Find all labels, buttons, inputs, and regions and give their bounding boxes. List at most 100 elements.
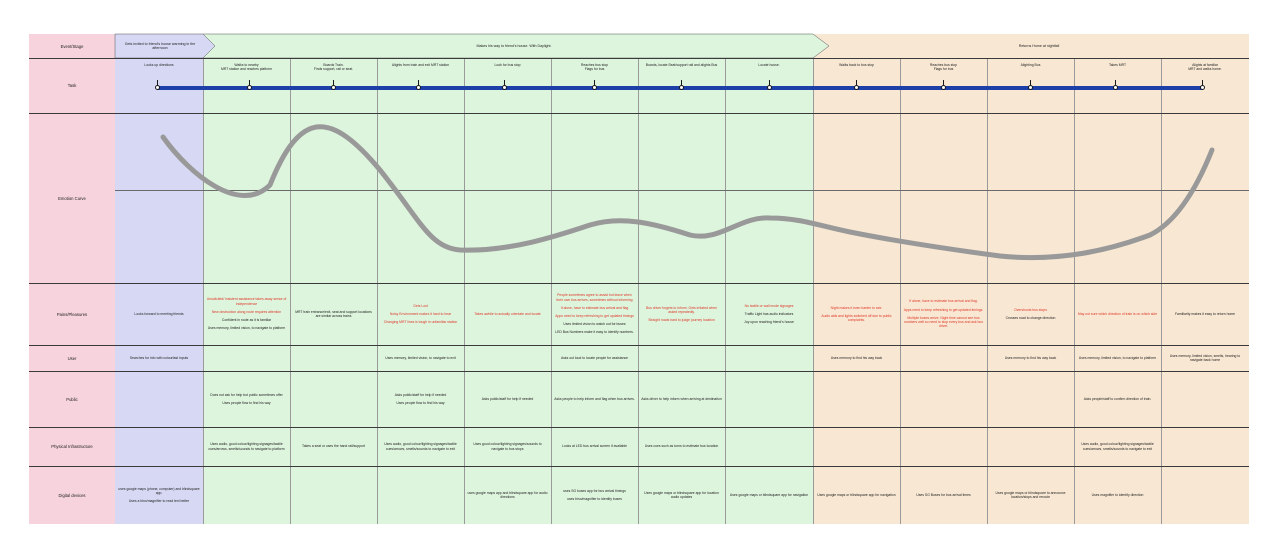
user-item: Uses memory to find his way back — [830, 355, 883, 360]
digital-item: Uses google maps or blindsquare app for … — [817, 492, 896, 497]
pain-pleasure-item: Unsolicited/ insistent assistance takes … — [206, 297, 287, 306]
user-cell: Asks out loud to locate people for assis… — [551, 345, 638, 371]
physical-item: Uses audio, good colour/lighting signage… — [384, 442, 457, 451]
daylight-phase-area — [203, 34, 813, 524]
pains-cell: Gets Lost Noisy Environment makes it hard… — [377, 283, 464, 345]
public-cell: Does not ask for help but public sometim… — [203, 371, 290, 427]
pain-pleasure-item: Joy upon reaching friend's house — [744, 320, 794, 325]
user-item: Uses memory, limited vision, to navigate… — [1078, 355, 1157, 360]
pain-pleasure-item: Traffic Light has audio indicators — [744, 311, 794, 316]
pain-pleasure-item: MRT train entrance/exit, seat and suppor… — [295, 309, 372, 318]
public-item: Asks people/staff to confirm direction o… — [1083, 396, 1152, 401]
task-label: Looks up directions — [144, 63, 174, 67]
physical-cell: Takes a seat or uses the hand rail/suppo… — [290, 427, 377, 466]
column-divider — [203, 58, 204, 524]
timeline-node — [679, 85, 684, 90]
digital-cell: uses google maps app and blindsquare app… — [464, 466, 551, 524]
pains-cell: MRT train entrance/exit, seat and suppor… — [290, 283, 377, 345]
task-label: Boards Train. — [323, 63, 344, 67]
column-divider — [377, 58, 378, 524]
event-invite: Gets invited to friend's house warming i… — [124, 42, 196, 50]
pain-pleasure-item: May not sure which direction of train is… — [1077, 311, 1158, 316]
timeline-node — [155, 85, 160, 90]
pain-pleasure-item: Uses memory, limited vision, to navigate… — [207, 326, 286, 331]
user-cell: Uses memory, limited vision, to navigate… — [377, 345, 464, 371]
timeline-tick — [769, 80, 770, 85]
digital-cell: Uses google maps or blindsquare to annou… — [987, 466, 1074, 524]
pains-cell: Familiarity makes it easy to return home — [1161, 283, 1249, 345]
digital-cell: Uses google maps or blindsquare app for … — [725, 466, 813, 524]
timeline-node — [854, 85, 859, 90]
pain-pleasure-item: Takes awhile to actually orientate and l… — [474, 311, 541, 316]
task-label: Locate house. — [758, 63, 780, 67]
user-item: Uses memory, limited vision, to navigate… — [385, 355, 456, 360]
physical-item: Looks at LED bus arrival screen if avail… — [561, 444, 628, 449]
public-item: Asks public/staff for help if needed — [394, 392, 447, 397]
timeline-node — [767, 85, 772, 90]
physical-item: Uses audio, good colour/lighting signage… — [1081, 442, 1154, 451]
pain-pleasure-item: If alone, have to estimate bus arrival a… — [909, 299, 978, 304]
physical-cell: Uses audio, good colour/lighting signage… — [203, 427, 290, 466]
digital-cell: uses google maps (phone, computer) and b… — [115, 466, 203, 524]
pains-cell: No tactile or wall mode signages Traffic … — [725, 283, 813, 345]
timeline-node — [247, 85, 252, 90]
task-label: MRT station and reaches platform — [221, 67, 272, 72]
task-label: Flags for bus — [933, 67, 954, 72]
task-cell: Reaches bus stop Flags for bus — [551, 63, 638, 71]
task-cell: Alights at familiar MRT and walks home. — [1161, 63, 1249, 71]
task-cell: Boards, locate Seat/support rail and ali… — [638, 63, 725, 67]
task-cell: Boards Train. Finds support, rail or seat… — [290, 63, 377, 71]
row-separator — [29, 113, 1249, 114]
row-label-physical: Physical Infrastructure — [51, 444, 93, 449]
physical-cell: Looks at LED bus arrival screen if avail… — [551, 427, 638, 466]
digital-item: Uses google maps or blindsquare app for … — [729, 492, 809, 497]
task-label: Boards, locate Seat/support rail and ali… — [645, 63, 718, 67]
public-item: Asks driver to help inform when arriving… — [641, 396, 722, 401]
user-item: Uses memory, limited vision, smells, hea… — [1169, 353, 1241, 362]
row-label-digital: Digital devices — [58, 492, 86, 498]
physical-item: Uses audio, good colour/lighting signage… — [208, 442, 285, 451]
task-label: Walks to nearby — [234, 63, 259, 67]
pain-pleasure-item: People sometimes agree to assist but lea… — [556, 293, 633, 302]
user-item: Searches for info with colourfast inputs — [129, 355, 189, 360]
user-item: Asks out loud to locate people for assis… — [560, 355, 629, 360]
task-label: Reaches bus stop — [929, 63, 958, 67]
task-label: Alighting Bus — [1020, 63, 1041, 67]
public-item: Uses people flow to find his way — [222, 401, 271, 405]
pain-pleasure-item: Uses limited vision to watch out for bus… — [563, 322, 626, 327]
task-cell: Reaches bus stop Flags for bus — [900, 63, 987, 71]
pain-pleasure-item: Crosses road to change direction — [1005, 316, 1056, 320]
digital-item: Uses google maps or blindsquare app for … — [644, 490, 719, 499]
pain-pleasure-item: Apps need to keep refreshing to get upda… — [903, 307, 984, 312]
task-cell: Locate house. — [725, 63, 813, 67]
pains-cell: Unsolicited/ insistent assistance takes … — [203, 283, 290, 345]
timeline-tick — [1030, 80, 1031, 85]
pain-pleasure-item: Gets Lost — [413, 303, 428, 308]
timeline-node — [502, 85, 507, 90]
pain-pleasure-item: Apps need to keep refreshing to get upda… — [555, 314, 634, 318]
task-cell: Alights from train and exit MRT station — [377, 63, 464, 67]
timeline-tick — [418, 80, 419, 85]
physical-cell: Uses cues such as turns to estimate bus … — [638, 427, 725, 466]
physical-cell: Uses audio, good colour/lighting signage… — [1074, 427, 1161, 466]
row-label-user: User — [67, 355, 77, 361]
event-daylight: Makes his way to friend's house. With Da… — [476, 44, 552, 48]
column-divider — [1161, 58, 1162, 524]
timeline-node — [331, 85, 336, 90]
digital-cell: Uses magnifier to identify direction — [1074, 466, 1161, 524]
timeline-tick — [157, 80, 158, 85]
digital-item: Uses google maps or blindsquare to annou… — [995, 490, 1066, 499]
task-label: Alights from train and exit MRT station — [391, 63, 450, 67]
task-label: Alights at familiar — [1192, 63, 1218, 67]
public-item: Uses people flow to find his way — [396, 401, 445, 405]
row-separator — [29, 466, 1249, 467]
row-label-event: Event/Stage — [60, 43, 84, 49]
task-label: Takes MRT — [1108, 63, 1127, 67]
task-cell: Looks up directions — [115, 63, 203, 67]
public-cell: Asks driver to help inform when arriving… — [638, 371, 725, 427]
digital-item: Uses magnifier to identify direction — [1091, 492, 1144, 497]
timeline-node — [592, 85, 597, 90]
public-item: Does not ask for help but public sometim… — [210, 392, 283, 397]
pains-cell: People sometimes agree to assist but lea… — [551, 283, 638, 345]
